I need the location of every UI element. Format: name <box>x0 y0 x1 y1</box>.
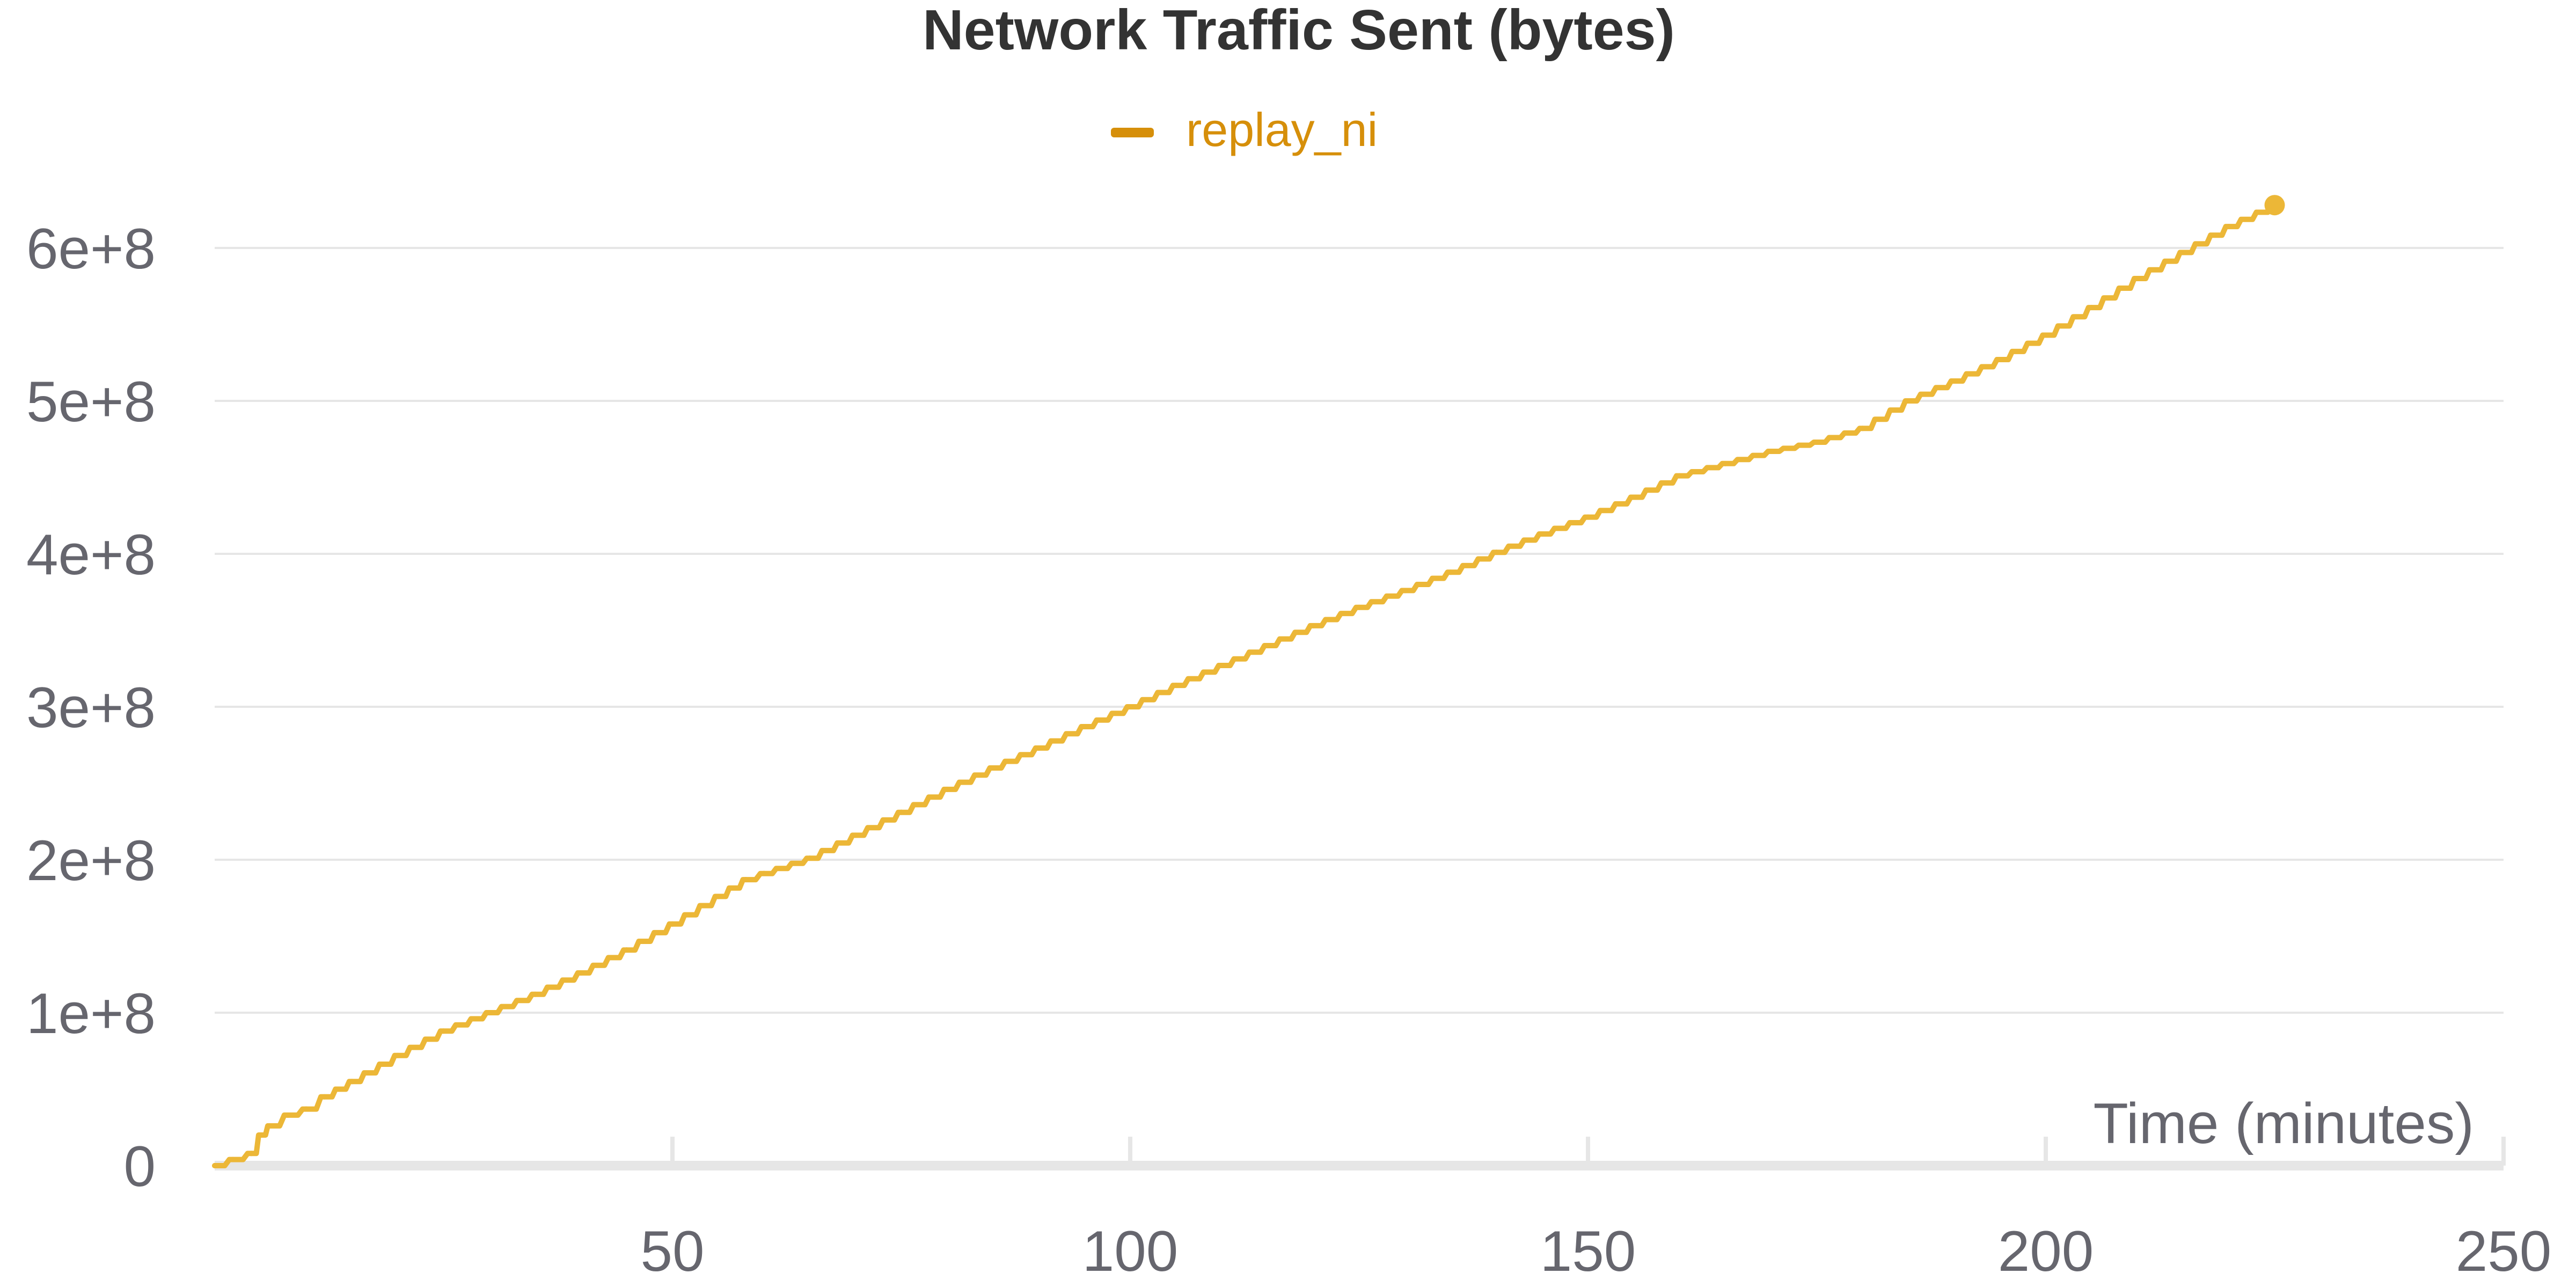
x-tick-label: 200 <box>1998 1219 2094 1283</box>
data-point[interactable] <box>1081 724 1087 730</box>
data-point[interactable] <box>1539 531 1545 537</box>
data-point[interactable] <box>743 877 749 883</box>
data-point[interactable] <box>898 809 904 815</box>
data-point[interactable] <box>1906 398 1912 404</box>
data-point[interactable] <box>1494 550 1499 555</box>
data-point[interactable] <box>1402 588 1408 594</box>
data-point[interactable] <box>2180 250 2186 255</box>
data-point[interactable] <box>1677 473 1682 479</box>
data-point[interactable] <box>2226 224 2232 230</box>
data-point[interactable] <box>532 991 538 997</box>
data-point[interactable] <box>395 1052 401 1058</box>
y-tick-label: 0 <box>123 1134 156 1198</box>
data-point[interactable] <box>1036 745 1042 751</box>
y-tick-label: 1e+8 <box>26 981 156 1045</box>
data-point[interactable] <box>2089 305 2095 311</box>
data-point[interactable] <box>990 765 996 771</box>
series <box>212 195 2285 1168</box>
y-tick-label: 3e+8 <box>26 675 156 740</box>
data-point[interactable] <box>2134 276 2140 281</box>
data-point[interactable] <box>1585 514 1591 520</box>
data-point[interactable] <box>349 1079 355 1085</box>
data-point[interactable] <box>1173 683 1179 689</box>
data-point[interactable] <box>321 1094 327 1100</box>
data-point[interactable] <box>1128 704 1133 709</box>
data-point[interactable] <box>303 1106 309 1112</box>
data-point[interactable] <box>578 970 584 976</box>
y-tick-label: 6e+8 <box>26 216 156 281</box>
legend-swatch <box>1111 128 1154 137</box>
x-axis-title: Time (minutes) <box>2094 1091 2474 1155</box>
series-line-replay_ni[interactable] <box>212 202 2278 1168</box>
data-point[interactable] <box>1860 426 1865 431</box>
data-point[interactable] <box>2043 332 2048 338</box>
data-point[interactable] <box>1264 643 1270 648</box>
data-point[interactable] <box>258 1132 264 1138</box>
legend[interactable]: replay_ni <box>1111 103 1378 156</box>
data-point[interactable] <box>1311 623 1316 628</box>
x-tick-label: 100 <box>1082 1219 1179 1283</box>
chart-title: Network Traffic Sent (bytes) <box>923 0 1675 62</box>
data-point[interactable] <box>1219 663 1225 669</box>
x-tick-label: 50 <box>640 1219 704 1283</box>
data-point[interactable] <box>853 832 859 838</box>
data-point[interactable] <box>285 1112 291 1118</box>
legend-label: replay_ni <box>1186 103 1378 156</box>
data-point[interactable] <box>1951 378 1957 384</box>
data-point[interactable] <box>624 947 630 953</box>
series-end-marker[interactable] <box>2264 195 2285 216</box>
gridlines <box>215 247 2504 1014</box>
data-point[interactable] <box>1997 357 2003 363</box>
data-point[interactable] <box>1722 460 1728 466</box>
axes: 0 1e+8 2e+8 3e+8 4e+8 5e+8 6e+8 50 100 150 200 250 <box>26 216 2551 1283</box>
x-tick-label: 250 <box>2456 1219 2552 1283</box>
data-point[interactable] <box>267 1123 273 1129</box>
data-point[interactable] <box>248 1151 254 1157</box>
y-tick-label: 2e+8 <box>26 828 156 892</box>
data-point[interactable] <box>1768 449 1774 455</box>
x-tick-label: 150 <box>1540 1219 1636 1283</box>
data-point[interactable] <box>715 894 721 899</box>
data-point[interactable] <box>441 1028 447 1034</box>
y-tick-label: 4e+8 <box>26 522 156 587</box>
data-point[interactable] <box>230 1157 236 1162</box>
data-point[interactable] <box>1448 569 1454 575</box>
data-point[interactable] <box>670 921 675 927</box>
data-point[interactable] <box>1356 604 1362 610</box>
data-point[interactable] <box>212 1163 217 1168</box>
data-point[interactable] <box>1814 439 1820 445</box>
data-point[interactable] <box>761 870 767 876</box>
data-point[interactable] <box>1631 494 1637 500</box>
y-tick-label: 5e+8 <box>26 369 156 434</box>
data-point[interactable] <box>944 786 950 792</box>
data-point[interactable] <box>486 1010 492 1015</box>
data-point[interactable] <box>807 855 813 861</box>
